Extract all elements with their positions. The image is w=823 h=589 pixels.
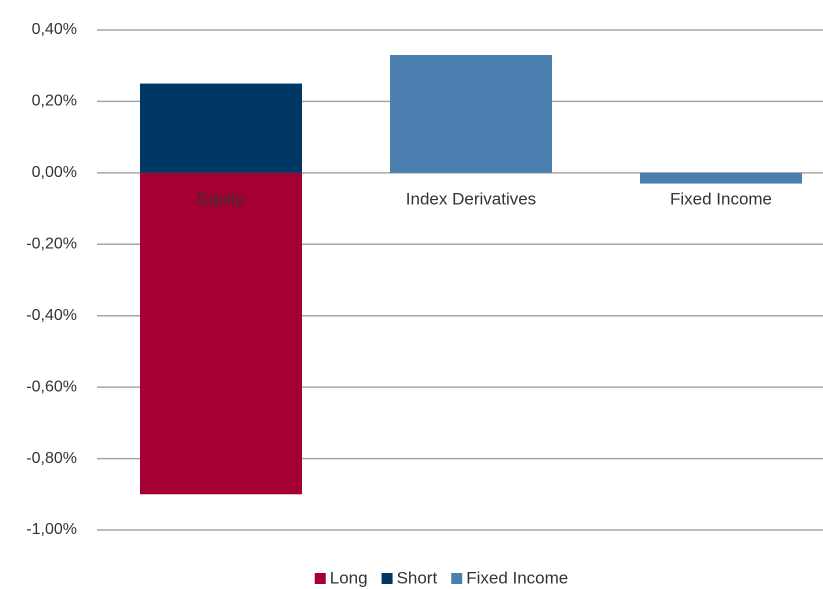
y-tick-label: 0,40% xyxy=(32,21,77,38)
legend-swatch xyxy=(314,573,326,584)
legend-label: Fixed Income xyxy=(466,568,568,587)
y-tick-label: -0,20% xyxy=(26,236,77,253)
bar-segment xyxy=(140,172,302,495)
y-tick-label: 0,20% xyxy=(32,93,77,110)
bar-segment xyxy=(640,172,802,184)
legend-swatch xyxy=(381,573,393,584)
bar-segment xyxy=(390,55,552,173)
y-tick-label: -0,40% xyxy=(26,307,77,324)
legend-swatch xyxy=(451,573,463,584)
x-tick-label: Index Derivatives xyxy=(406,189,536,208)
y-tick-label: -1,00% xyxy=(26,521,77,538)
x-tick-label: Fixed Income xyxy=(670,189,772,208)
legend-label: Long xyxy=(330,568,368,587)
y-tick-label: -0,60% xyxy=(26,378,77,395)
x-tick-label: Equity xyxy=(197,189,245,208)
y-tick-label: 0,00% xyxy=(32,164,77,181)
y-tick-label: -0,80% xyxy=(26,450,77,467)
legend-label: Short xyxy=(397,568,438,587)
bar-segment xyxy=(140,83,302,173)
